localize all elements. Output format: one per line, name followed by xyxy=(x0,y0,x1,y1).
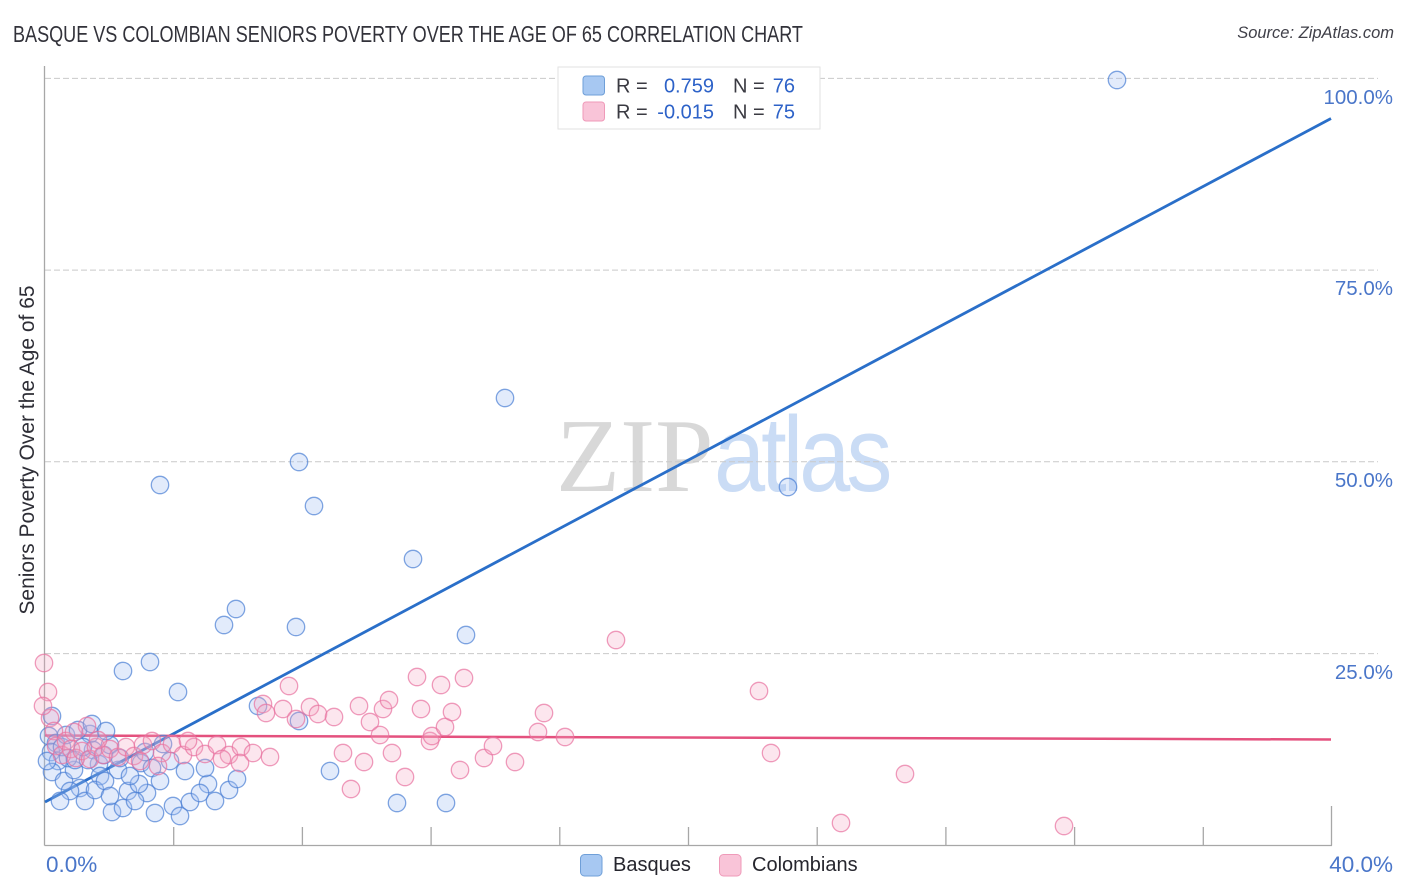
svg-text:75.0%: 75.0% xyxy=(1335,277,1393,300)
svg-text:ZIP: ZIP xyxy=(556,397,714,514)
svg-text:40.0%: 40.0% xyxy=(1329,852,1393,877)
svg-text:25.0%: 25.0% xyxy=(1335,661,1393,684)
svg-text:N =: N = xyxy=(733,76,765,98)
svg-text:100.0%: 100.0% xyxy=(1323,86,1393,109)
svg-text:R =: R = xyxy=(616,76,648,98)
svg-text:R =: R = xyxy=(616,102,648,124)
svg-text:Seniors Poverty Over the Age o: Seniors Poverty Over the Age of 65 xyxy=(16,285,39,614)
svg-text:Basques: Basques xyxy=(613,854,691,876)
svg-text:N =: N = xyxy=(733,102,765,124)
svg-text:-0.015: -0.015 xyxy=(657,102,714,124)
svg-text:atlas: atlas xyxy=(714,396,890,515)
svg-text:50.0%: 50.0% xyxy=(1335,469,1393,492)
svg-text:Colombians: Colombians xyxy=(752,854,858,876)
svg-text:76: 76 xyxy=(773,76,795,98)
svg-text:75: 75 xyxy=(773,102,795,124)
svg-text:0.0%: 0.0% xyxy=(46,852,97,877)
svg-text:0.759: 0.759 xyxy=(664,76,714,98)
